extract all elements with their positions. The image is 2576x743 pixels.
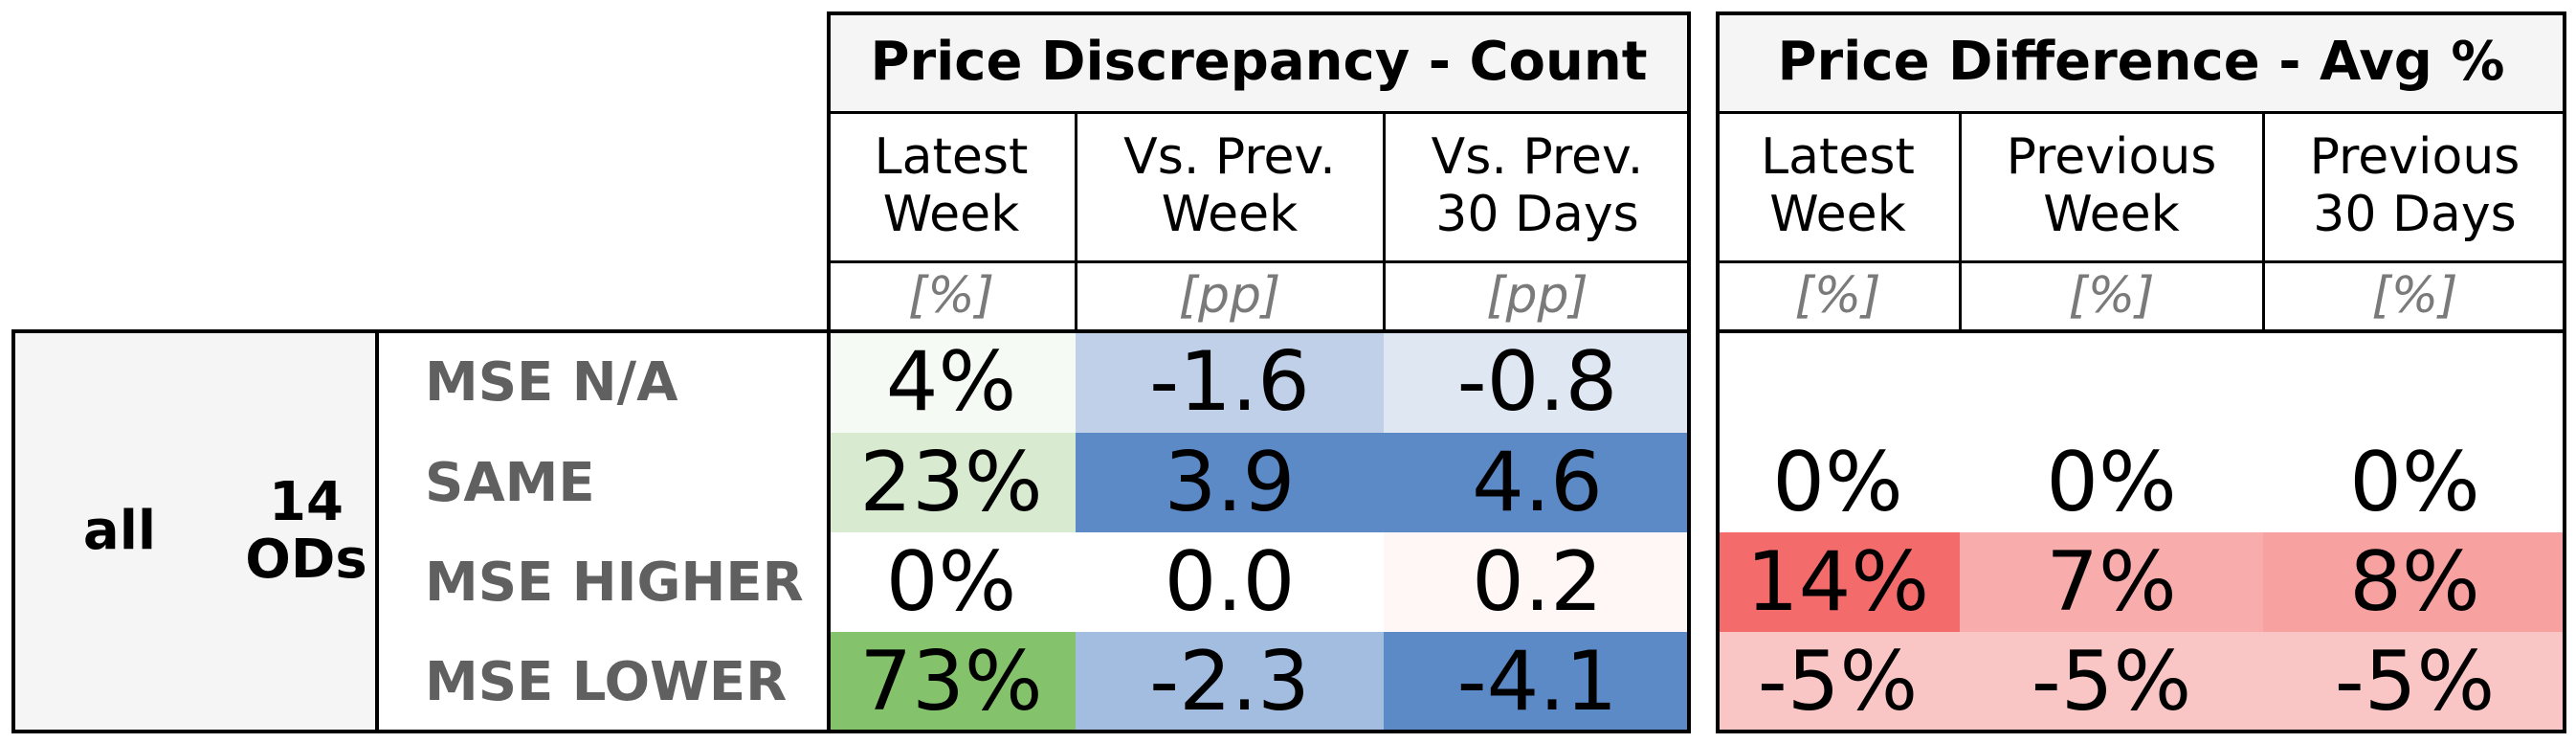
column-unit: [%] [827, 260, 1076, 331]
body-border [1716, 331, 1720, 733]
data-cell: 3.9 [1076, 433, 1384, 532]
column-header: Vs. Prev. Week [1076, 111, 1384, 260]
row-label: MSE LOWER [425, 632, 827, 732]
data-cell: 73% [827, 632, 1076, 732]
data-cell: 7% [1960, 532, 2263, 632]
group-border [1716, 329, 2566, 333]
column-header: Latest Week [1716, 111, 1960, 260]
data-cell: -4.1 [1384, 632, 1691, 732]
data-cell: 0% [1716, 433, 1960, 532]
data-cell: 0.2 [1384, 532, 1691, 632]
column-divider [1075, 111, 1077, 331]
group-border [2563, 11, 2566, 331]
group-border [827, 111, 1691, 114]
group-border [1716, 111, 2566, 114]
column-divider [1383, 111, 1386, 331]
group-border [827, 11, 1691, 15]
data-cell: 4% [827, 331, 1076, 433]
body-border [11, 730, 827, 733]
segment-count-label: 14 ODs [239, 469, 373, 594]
data-cell: -5% [1960, 632, 2263, 732]
body-border [1716, 730, 2566, 733]
body-border [11, 329, 15, 733]
data-cell: -5% [2263, 632, 2566, 732]
body-border [11, 329, 827, 333]
body-border [1687, 331, 1691, 733]
data-cell: 23% [827, 433, 1076, 532]
group-border [827, 260, 1691, 263]
row-label: SAME [425, 433, 827, 532]
column-unit: [%] [2263, 260, 2566, 331]
column-unit: [pp] [1076, 260, 1384, 331]
column-unit: [%] [1716, 260, 1960, 331]
data-cell [2263, 331, 2566, 433]
column-header: Previous 30 Days [2263, 111, 2566, 260]
data-cell: -0.8 [1384, 331, 1691, 433]
group-title: Price Difference - Avg % [1716, 11, 2566, 111]
column-unit: [pp] [1384, 260, 1691, 331]
group-border [1716, 11, 2566, 15]
data-cell: 14% [1716, 532, 1960, 632]
column-divider [2262, 111, 2265, 331]
data-cell: 4.6 [1384, 433, 1691, 532]
data-cell: 0% [827, 532, 1076, 632]
body-border [827, 331, 831, 733]
body-border [375, 331, 379, 732]
group-border [827, 11, 831, 331]
body-border [2563, 331, 2566, 733]
column-header: Vs. Prev. 30 Days [1384, 111, 1691, 260]
data-cell: 0.0 [1076, 532, 1384, 632]
data-cell: -1.6 [1076, 331, 1384, 433]
row-label: MSE HIGHER [425, 532, 827, 632]
data-cell: -5% [1716, 632, 1960, 732]
group-border [1716, 11, 1720, 331]
column-divider [1959, 111, 1962, 331]
group-border [827, 329, 1691, 333]
group-border [1687, 11, 1691, 331]
data-cell: 0% [1960, 433, 2263, 532]
data-cell: 0% [2263, 433, 2566, 532]
row-label: MSE N/A [425, 331, 827, 433]
data-cell [1960, 331, 2263, 433]
body-border [827, 730, 1691, 733]
column-header: Previous Week [1960, 111, 2263, 260]
group-title: Price Discrepancy - Count [827, 11, 1691, 111]
column-header: Latest Week [827, 111, 1076, 260]
data-cell: -2.3 [1076, 632, 1384, 732]
data-cell: 8% [2263, 532, 2566, 632]
column-unit: [%] [1960, 260, 2263, 331]
group-border [1716, 260, 2566, 263]
segment-group-label: all [57, 479, 182, 584]
data-cell [1716, 331, 1960, 433]
